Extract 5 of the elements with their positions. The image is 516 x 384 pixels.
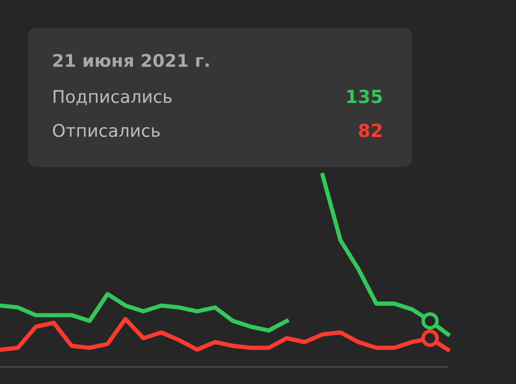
text: Подписались	[54, 90, 172, 106]
text: 21 июня 2021 г.	[53, 54, 209, 68]
text: 82	[358, 124, 382, 138]
text: 135	[347, 90, 382, 104]
text: Отписались	[52, 124, 160, 138]
